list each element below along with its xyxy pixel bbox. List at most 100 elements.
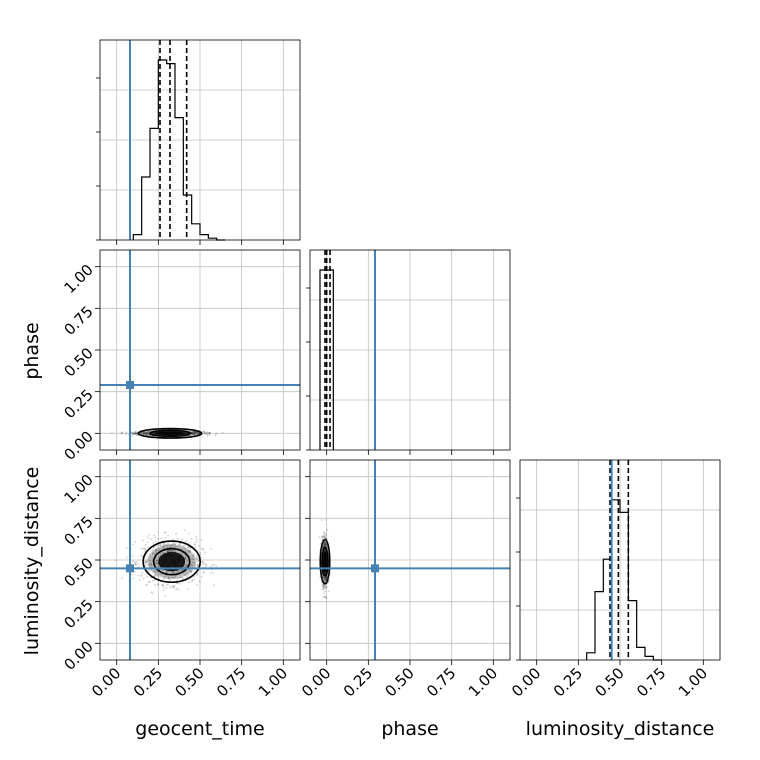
sample-point	[144, 560, 147, 563]
sample-point	[210, 565, 212, 568]
sample-point	[325, 536, 327, 539]
sample-point	[324, 544, 326, 546]
y-tick-label: 0.75	[60, 302, 96, 338]
x-tick-label: 0.25	[550, 664, 586, 700]
sample-point	[323, 581, 326, 583]
sample-point	[190, 432, 193, 434]
sample-point	[159, 544, 162, 547]
sample-point	[193, 564, 196, 566]
sample-point	[172, 572, 174, 574]
sample-point	[147, 433, 150, 436]
sample-point	[195, 554, 198, 557]
sample-point	[195, 432, 198, 435]
sample-point	[190, 570, 193, 573]
sample-point	[161, 547, 164, 550]
sample-point	[209, 572, 212, 575]
sample-point	[178, 589, 181, 591]
sample-point	[134, 564, 137, 566]
sample-point	[189, 547, 192, 550]
sample-point	[195, 431, 198, 434]
sample-point	[141, 571, 144, 574]
sample-point	[191, 557, 193, 559]
sample-point	[166, 550, 169, 553]
sample-point	[324, 542, 327, 545]
sample-point	[193, 543, 196, 545]
sample-point	[152, 552, 154, 555]
sample-point	[195, 561, 198, 563]
sample-point	[321, 585, 324, 588]
sample-point	[144, 432, 146, 434]
sample-point	[140, 547, 143, 549]
sample-point	[166, 546, 169, 549]
sample-point	[210, 547, 212, 550]
sample-point	[191, 564, 194, 566]
sample-point	[146, 431, 149, 433]
sample-point	[167, 577, 170, 580]
sample-point	[154, 562, 157, 564]
sample-point	[193, 432, 196, 435]
sample-point	[193, 434, 196, 436]
sample-point	[204, 433, 207, 435]
sample-point	[184, 432, 187, 435]
sample-point	[153, 432, 156, 435]
x-tick-label: 0.00	[298, 664, 334, 700]
sample-point	[205, 564, 208, 567]
sample-point	[324, 580, 327, 583]
sample-point	[324, 576, 327, 579]
sample-point	[324, 543, 326, 545]
sample-point	[324, 544, 327, 546]
sample-point	[172, 549, 175, 552]
sample-point	[324, 541, 327, 544]
sample-point	[146, 536, 149, 539]
sample-point	[149, 561, 152, 564]
sample-point	[186, 550, 189, 552]
sample-point	[176, 582, 178, 585]
sample-point	[221, 431, 224, 434]
sample-point	[187, 581, 190, 584]
sample-point	[322, 544, 325, 547]
sample-point	[165, 571, 168, 574]
sample-point	[191, 432, 194, 435]
sample-point	[184, 549, 186, 552]
x-tick-label: 1.00	[675, 664, 711, 700]
sample-point	[153, 534, 156, 537]
sample-point	[177, 577, 180, 580]
sample-point	[165, 544, 168, 547]
x-axis-label-geocent-time: geocent_time	[135, 718, 264, 740]
sample-point	[150, 538, 152, 540]
sample-point	[192, 558, 195, 560]
sample-point	[145, 584, 148, 587]
sample-point	[192, 430, 195, 433]
sample-point	[320, 519, 323, 521]
sample-point	[323, 534, 325, 536]
sample-point	[147, 432, 150, 435]
sample-point	[194, 431, 196, 434]
sample-point	[202, 572, 205, 574]
sample-point	[324, 586, 327, 588]
sample-point	[178, 582, 181, 585]
sample-point	[157, 537, 160, 540]
sample-point	[323, 536, 325, 538]
sample-point	[132, 432, 135, 434]
sample-point	[144, 562, 147, 565]
sample-point	[167, 577, 170, 580]
sample-point	[171, 544, 174, 546]
sample-point	[140, 432, 142, 434]
sample-point	[148, 553, 151, 556]
sample-point	[156, 544, 159, 547]
sample-point	[202, 547, 205, 550]
sample-point	[173, 584, 176, 587]
sample-point	[143, 433, 146, 435]
sample-point	[184, 557, 187, 560]
sample-point	[146, 576, 149, 578]
sample-point	[188, 551, 191, 553]
sample-point	[152, 549, 154, 551]
sample-point	[155, 549, 158, 552]
sample-point	[131, 432, 134, 435]
sample-point	[156, 562, 159, 565]
sample-point	[153, 570, 156, 573]
sample-point	[147, 556, 150, 558]
sample-point	[198, 545, 201, 547]
y-tick-label: 0.75	[60, 512, 96, 548]
sample-point	[134, 432, 136, 435]
